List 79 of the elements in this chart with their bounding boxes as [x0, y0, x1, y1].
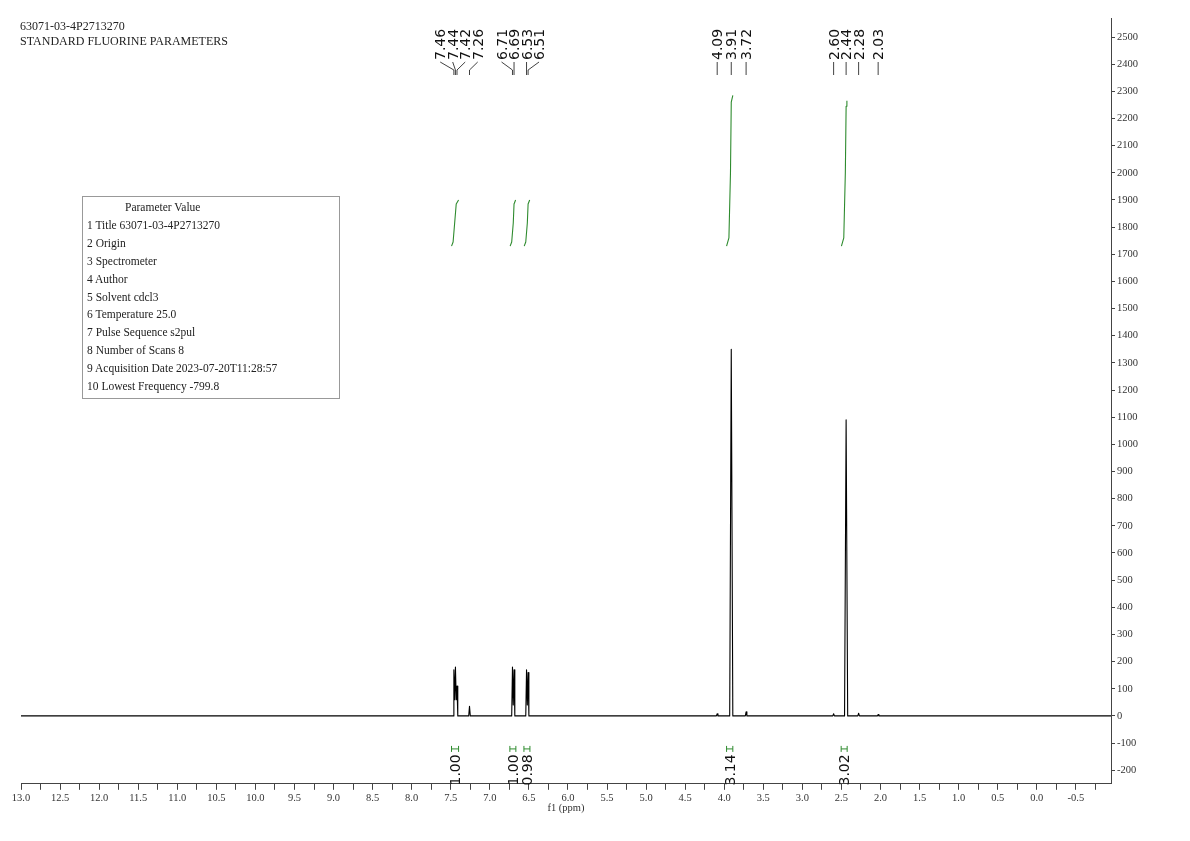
y-tick-label: 100	[1117, 682, 1133, 694]
annotation: 2.03	[870, 28, 887, 60]
annotation: 8 Number of Scans 8	[87, 343, 186, 359]
annotation: 10 Lowest Frequency -799.8	[87, 379, 221, 395]
x-axis-title: f1 (ppm)	[547, 802, 586, 815]
y-tick-label: 1300	[1117, 356, 1138, 368]
y-tick-label: 2100	[1117, 139, 1138, 151]
annotation: 9 Acquisition Date 2023-07-20T11:28:57	[87, 361, 279, 377]
y-tick-label: 1800	[1117, 220, 1138, 232]
x-tick-label: 11.5	[129, 791, 148, 803]
y-tick-label: 2500	[1117, 30, 1138, 42]
annotation: 0.98	[518, 754, 535, 786]
y-tick-label: 500	[1117, 573, 1133, 585]
x-tick-label: 4.5	[678, 791, 692, 803]
annotation: 3.91	[723, 28, 740, 60]
annotation: 1.00	[447, 754, 464, 786]
y-tick-label: 1400	[1117, 329, 1138, 341]
annotation: 2 Origin	[87, 235, 127, 252]
y-tick-label: 1700	[1117, 248, 1138, 260]
y-tick-label: 700	[1117, 519, 1133, 531]
x-tick-label: 11.0	[168, 791, 187, 803]
x-tick-label: 1.0	[952, 791, 966, 803]
annotation: 4 Author	[87, 271, 129, 287]
y-tick-label: 2200	[1117, 112, 1138, 124]
x-tick-label: 6.5	[522, 791, 536, 803]
y-tick-label: 2400	[1117, 57, 1138, 69]
x-tick-label: 8.5	[366, 791, 380, 803]
annotation: 4.09	[709, 28, 726, 60]
y-tick-label: 2000	[1117, 166, 1138, 178]
x-tick-label: 12.5	[50, 791, 70, 803]
x-tick-label: 2.5	[834, 791, 848, 803]
x-tick-label: 5.5	[600, 791, 614, 803]
x-tick-label: 10.0	[246, 791, 265, 803]
x-tick-label: 2.0	[873, 791, 888, 803]
y-tick-label: 900	[1117, 465, 1133, 477]
annotation: Parameter Value	[124, 200, 202, 215]
annotation: 1.00	[504, 754, 521, 786]
annotation: 6 Temperature 25.0	[87, 307, 178, 323]
y-tick-label: 1200	[1117, 383, 1138, 395]
x-tick-label: 0.5	[991, 791, 1005, 803]
y-tick-label: 0	[1117, 709, 1123, 721]
annotation: 5 Solvent cdcl3	[87, 289, 160, 305]
x-tick-label: 5.0	[639, 791, 653, 803]
y-tick-label: -100	[1117, 736, 1137, 748]
x-tick-label: 12.0	[89, 791, 109, 803]
annotation: 3.14	[721, 754, 738, 786]
y-tick-label: 400	[1117, 601, 1133, 613]
x-tick-label: 4.0	[717, 791, 731, 803]
y-tick-label: 1600	[1117, 275, 1138, 287]
y-tick-label: 300	[1117, 628, 1133, 640]
annotation: 3 Spectrometer	[87, 253, 158, 270]
y-tick-label: 1500	[1117, 302, 1138, 314]
x-tick-label: -0.5	[1067, 791, 1085, 803]
x-tick-label: 13.0	[11, 791, 31, 803]
text: STANDARD FLUORINE PARAMETERS	[20, 34, 228, 49]
x-tick-label: 6.0	[561, 791, 575, 803]
x-tick-label: 8.0	[405, 791, 419, 803]
y-tick-label: 600	[1117, 546, 1133, 558]
x-tick-label: 9.0	[326, 791, 341, 803]
annotation: 3.72	[738, 28, 755, 60]
x-tick-label: 3.5	[756, 791, 770, 803]
annotation: 1 Title 63071-03-4P2713270	[87, 217, 221, 233]
y-tick-label: 800	[1117, 492, 1133, 504]
x-tick-label: 7.0	[483, 791, 497, 803]
y-tick-label: -200	[1117, 763, 1137, 775]
y-tick-label: 1900	[1117, 193, 1138, 205]
x-tick-label: 7.5	[444, 791, 458, 803]
x-tick-label: 1.5	[913, 791, 927, 803]
chart-title: 63071-03-4P2713270	[20, 19, 126, 34]
x-tick-label: 9.5	[287, 791, 302, 803]
y-tick-label: 2300	[1117, 85, 1138, 97]
annotation: 3.02	[836, 754, 853, 786]
x-tick-label: 10.5	[207, 791, 226, 803]
y-tick-label: 1100	[1117, 410, 1138, 422]
y-tick-label: 1000	[1117, 438, 1138, 450]
y-tick-label: 200	[1117, 655, 1133, 667]
x-tick-label: 3.0	[795, 791, 809, 803]
annotation: 7 Pulse Sequence s2pul	[87, 325, 197, 341]
x-tick-label: 0.0	[1030, 791, 1044, 803]
